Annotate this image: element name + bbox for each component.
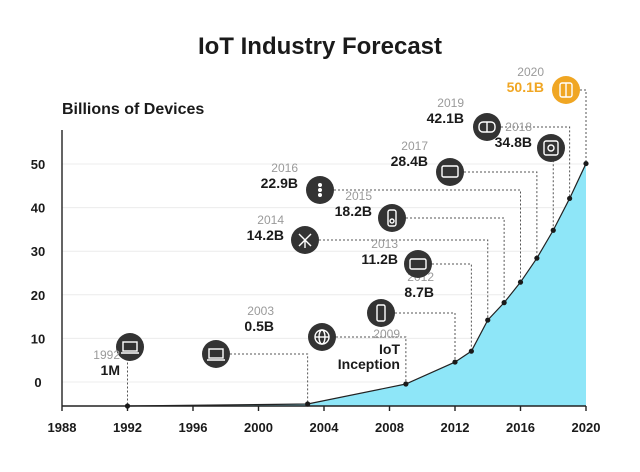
laptop-icon — [202, 340, 230, 368]
phone-icon — [367, 299, 395, 327]
annotation-year-2017: 2017 — [401, 139, 428, 153]
annotation-value-2015: 18.2B — [335, 203, 372, 219]
traffic-light-icon — [306, 176, 334, 204]
annotation-value-2012: 8.7B — [404, 284, 434, 300]
guide-line-2017 — [464, 171, 538, 259]
series-line — [127, 163, 587, 407]
tv-icon — [436, 158, 464, 186]
tablet-icon — [404, 250, 432, 278]
annotation-value-2009: IoT — [379, 341, 400, 357]
guide-line-2020 — [580, 89, 587, 164]
appliance-icon — [537, 134, 565, 162]
data-point-1992 — [124, 403, 131, 409]
y-tick-label-50: 50 — [31, 157, 45, 172]
annotation-value-2017: 28.4B — [391, 153, 428, 169]
x-tick-label-2004: 2004 — [310, 420, 340, 435]
chart-title: IoT Industry Forecast — [198, 33, 442, 60]
y-tick-label-0: 0 — [34, 375, 41, 390]
annotation-value-2014: 14.2B — [247, 227, 284, 243]
data-point-2020 — [583, 160, 589, 167]
annotation-year-2013: 2013 — [371, 237, 398, 251]
data-point-2016 — [517, 279, 524, 285]
x-tick-label-2016: 2016 — [506, 420, 535, 435]
annotation-year-2019: 2019 — [437, 96, 464, 110]
windmill-icon — [291, 226, 319, 254]
annotation-value-2018: 34.8B — [495, 134, 532, 150]
speaker-icon — [378, 204, 406, 232]
annotation-year-2015: 2015 — [345, 189, 372, 203]
globe-icon — [308, 323, 336, 351]
data-point-2019 — [567, 195, 573, 202]
guide-line-2009 — [336, 336, 407, 384]
y-tick-label-30: 30 — [31, 244, 45, 259]
guide-line-2014 — [319, 239, 489, 321]
annotation-year-2020: 2020 — [517, 65, 544, 79]
annotation-value2-2009: Inception — [338, 356, 400, 372]
data-point-2014 — [485, 317, 491, 323]
y-tick-label-20: 20 — [31, 288, 45, 303]
x-tick-label-1988: 1988 — [48, 420, 77, 435]
game-controller-icon — [473, 113, 501, 141]
data-point-2015 — [501, 300, 507, 306]
guide-line-2012 — [395, 312, 456, 363]
y-tick-label-40: 40 — [31, 201, 45, 216]
x-tick-label-2020: 2020 — [572, 420, 601, 435]
x-tick-label-2008: 2008 — [375, 420, 404, 435]
annotation-value-1992: 1M — [101, 362, 120, 378]
switch-icon — [552, 76, 580, 104]
annotation-year-1992: 1992 — [93, 348, 120, 362]
data-point-2003 — [305, 401, 311, 407]
area-fill — [127, 163, 586, 406]
x-tick-label-1996: 1996 — [179, 420, 208, 435]
x-tick-label-2012: 2012 — [441, 420, 470, 435]
annotation-value-2020: 50.1B — [507, 79, 544, 95]
guide-line-2019 — [501, 126, 571, 199]
annotation-2012: 20128.7B — [367, 270, 434, 327]
y-tick-label-10: 10 — [31, 331, 45, 346]
annotation-year-2009: 2009 — [373, 327, 400, 341]
data-point-2013 — [468, 348, 474, 354]
annotation-value-2016: 22.9B — [261, 175, 298, 191]
annotation-value-2013: 11.2B — [361, 251, 398, 267]
guide-line-2013 — [432, 263, 472, 352]
annotation-year-2016: 2016 — [271, 161, 298, 175]
annotation-year-2018: 2018 — [505, 120, 532, 134]
annotation-value-2019: 42.1B — [427, 110, 464, 126]
x-tick-label-1992: 1992 — [113, 420, 142, 435]
y-axis-label: Billions of Devices — [62, 101, 204, 118]
guide-line-2003 — [230, 353, 309, 404]
data-point-2017 — [534, 255, 540, 261]
data-point-2009 — [403, 381, 409, 387]
annotation-value-2003: 0.5B — [244, 318, 274, 334]
data-point-2012 — [452, 359, 458, 365]
annotation-year-2014: 2014 — [257, 213, 284, 227]
guide-line-2015 — [406, 217, 505, 303]
data-point-2018 — [550, 227, 556, 233]
annotation-year-2003: 2003 — [247, 304, 274, 318]
laptop-icon — [116, 333, 144, 361]
x-tick-label-2000: 2000 — [244, 420, 273, 435]
